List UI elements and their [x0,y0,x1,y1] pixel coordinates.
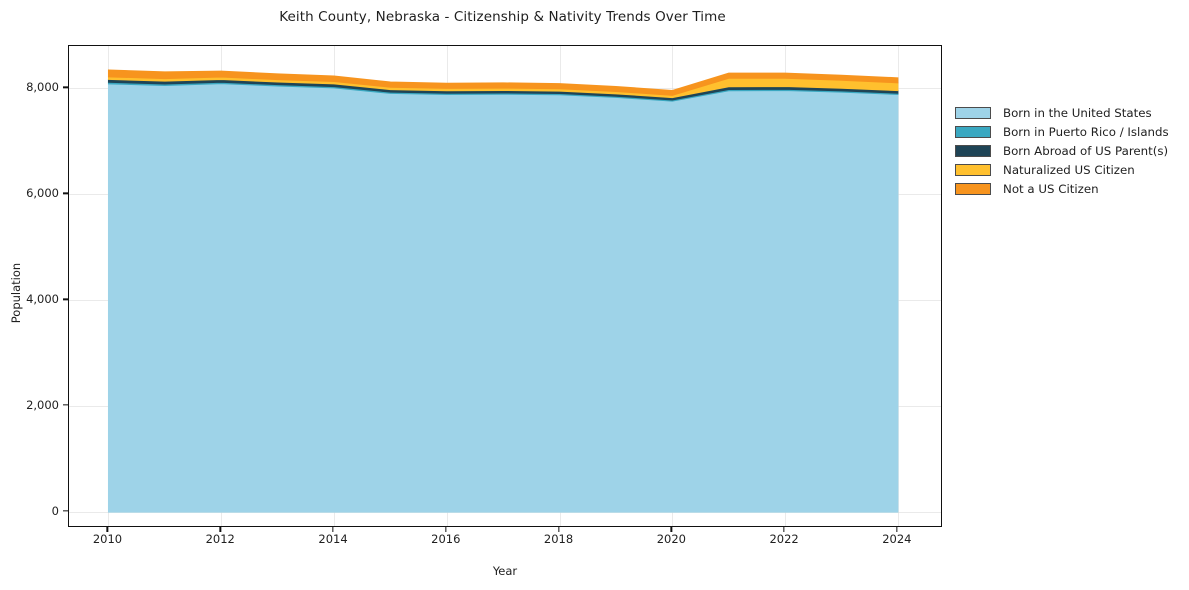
x-tick-mark [670,527,672,532]
x-tick-label: 2024 [882,532,912,546]
legend-item[interactable]: Born in the United States [955,104,1187,122]
y-tick-label: 4,000 [26,292,59,307]
legend-label: Naturalized US Citizen [1003,163,1135,177]
x-tick-label: 2018 [543,532,574,546]
chart-legend: Born in the United States Born in Puerto … [955,104,1187,199]
legend-label: Born Abroad of US Parent(s) [1003,144,1169,158]
y-tick-mark [63,298,68,300]
x-tick-mark [219,527,221,532]
chart-title: Keith County, Nebraska - Citizenship & N… [279,9,726,25]
y-tick-label: 6,000 [26,186,59,201]
x-tick-mark [332,527,334,532]
legend-swatch [955,183,991,195]
x-tick-mark [896,527,898,532]
x-tick-label: 2012 [205,532,235,546]
legend-item[interactable]: Born in Puerto Rico / Islands [955,123,1187,141]
x-tick-label: 2020 [656,532,686,546]
x-tick-mark [557,527,560,532]
x-tick-mark [106,527,109,532]
x-tick-label: 2022 [769,532,799,546]
legend-swatch [955,126,991,138]
stacked-area-plot [69,46,941,526]
y-tick-mark [63,404,68,406]
x-tick-label: 2010 [92,532,123,546]
area-series-svg [107,69,899,513]
legend-item[interactable]: Born Abroad of US Parent(s) [955,142,1187,160]
y-tick-label: 8,000 [26,80,59,95]
legend-swatch [955,164,991,176]
area-band [107,69,899,96]
x-axis-label: Year [492,564,518,578]
plot-area [68,45,942,527]
y-axis-label: Population [9,262,23,324]
x-tick-mark [445,527,447,532]
legend-item[interactable]: Naturalized US Citizen [955,161,1187,179]
legend-label: Born in Puerto Rico / Islands [1003,125,1169,139]
legend-swatch [955,107,991,119]
y-tick-mark [63,510,68,512]
area-band [107,83,899,513]
x-tick-label: 2014 [318,532,348,546]
x-tick-mark [783,527,785,532]
x-tick-label: 2016 [431,532,461,546]
legend-item[interactable]: Not a US Citizen [955,180,1187,198]
y-tick-mark [63,192,68,194]
legend-label: Born in the United States [1003,106,1152,120]
y-tick-label: 0 [51,504,59,519]
y-tick-label: 2,000 [26,398,59,413]
legend-swatch [955,145,991,157]
legend-label: Not a US Citizen [1003,182,1099,196]
y-tick-mark [63,86,68,89]
